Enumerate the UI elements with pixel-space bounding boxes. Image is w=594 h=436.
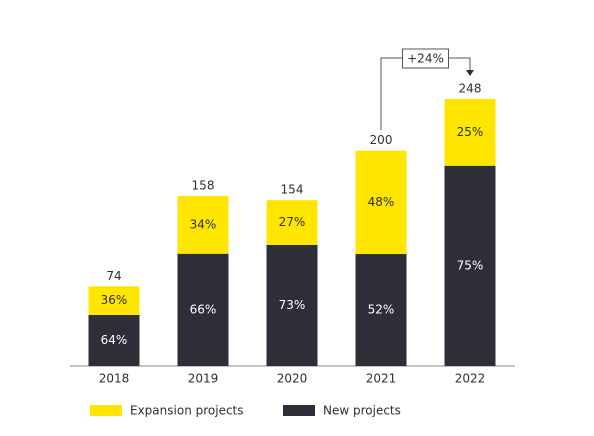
bar-segment — [177, 195, 229, 254]
bar-segment — [88, 315, 140, 366]
value-label: 73% — [279, 298, 306, 312]
bar-segment — [355, 150, 407, 255]
bar-segment — [444, 99, 496, 166]
annotation-arrow — [466, 70, 474, 76]
bar-segment — [88, 286, 140, 316]
legend-label: Expansion projects — [130, 404, 244, 418]
bar-segment — [355, 254, 407, 366]
legend-swatch — [283, 405, 315, 416]
total-label: 74 — [106, 269, 121, 283]
bar-segment — [266, 244, 318, 366]
bar-segment — [266, 200, 318, 245]
value-label: 75% — [457, 258, 484, 272]
value-label: 64% — [101, 333, 128, 347]
annotation-box — [402, 48, 449, 69]
bar-segment — [444, 165, 496, 366]
total-label: 200 — [370, 133, 393, 147]
bar-segment — [177, 253, 229, 366]
value-label: 34% — [190, 217, 217, 231]
x-tick-label: 2019 — [188, 372, 219, 386]
value-label: 36% — [101, 293, 128, 307]
x-tick-label: 2018 — [99, 372, 130, 386]
x-tick-label: 2021 — [366, 372, 397, 386]
total-label: 158 — [192, 178, 215, 192]
total-label: 248 — [459, 82, 482, 96]
legend-label: New projects — [323, 404, 401, 418]
value-label: 27% — [279, 215, 306, 229]
value-label: 48% — [368, 195, 395, 209]
total-label: 154 — [281, 183, 304, 197]
value-label: 25% — [457, 125, 484, 139]
value-label: 66% — [190, 302, 217, 316]
x-tick-label: 2022 — [455, 372, 486, 386]
legend-swatch — [90, 405, 122, 416]
annotation: +24% — [407, 52, 444, 66]
value-label: 52% — [368, 303, 395, 317]
x-tick-label: 2020 — [277, 372, 308, 386]
